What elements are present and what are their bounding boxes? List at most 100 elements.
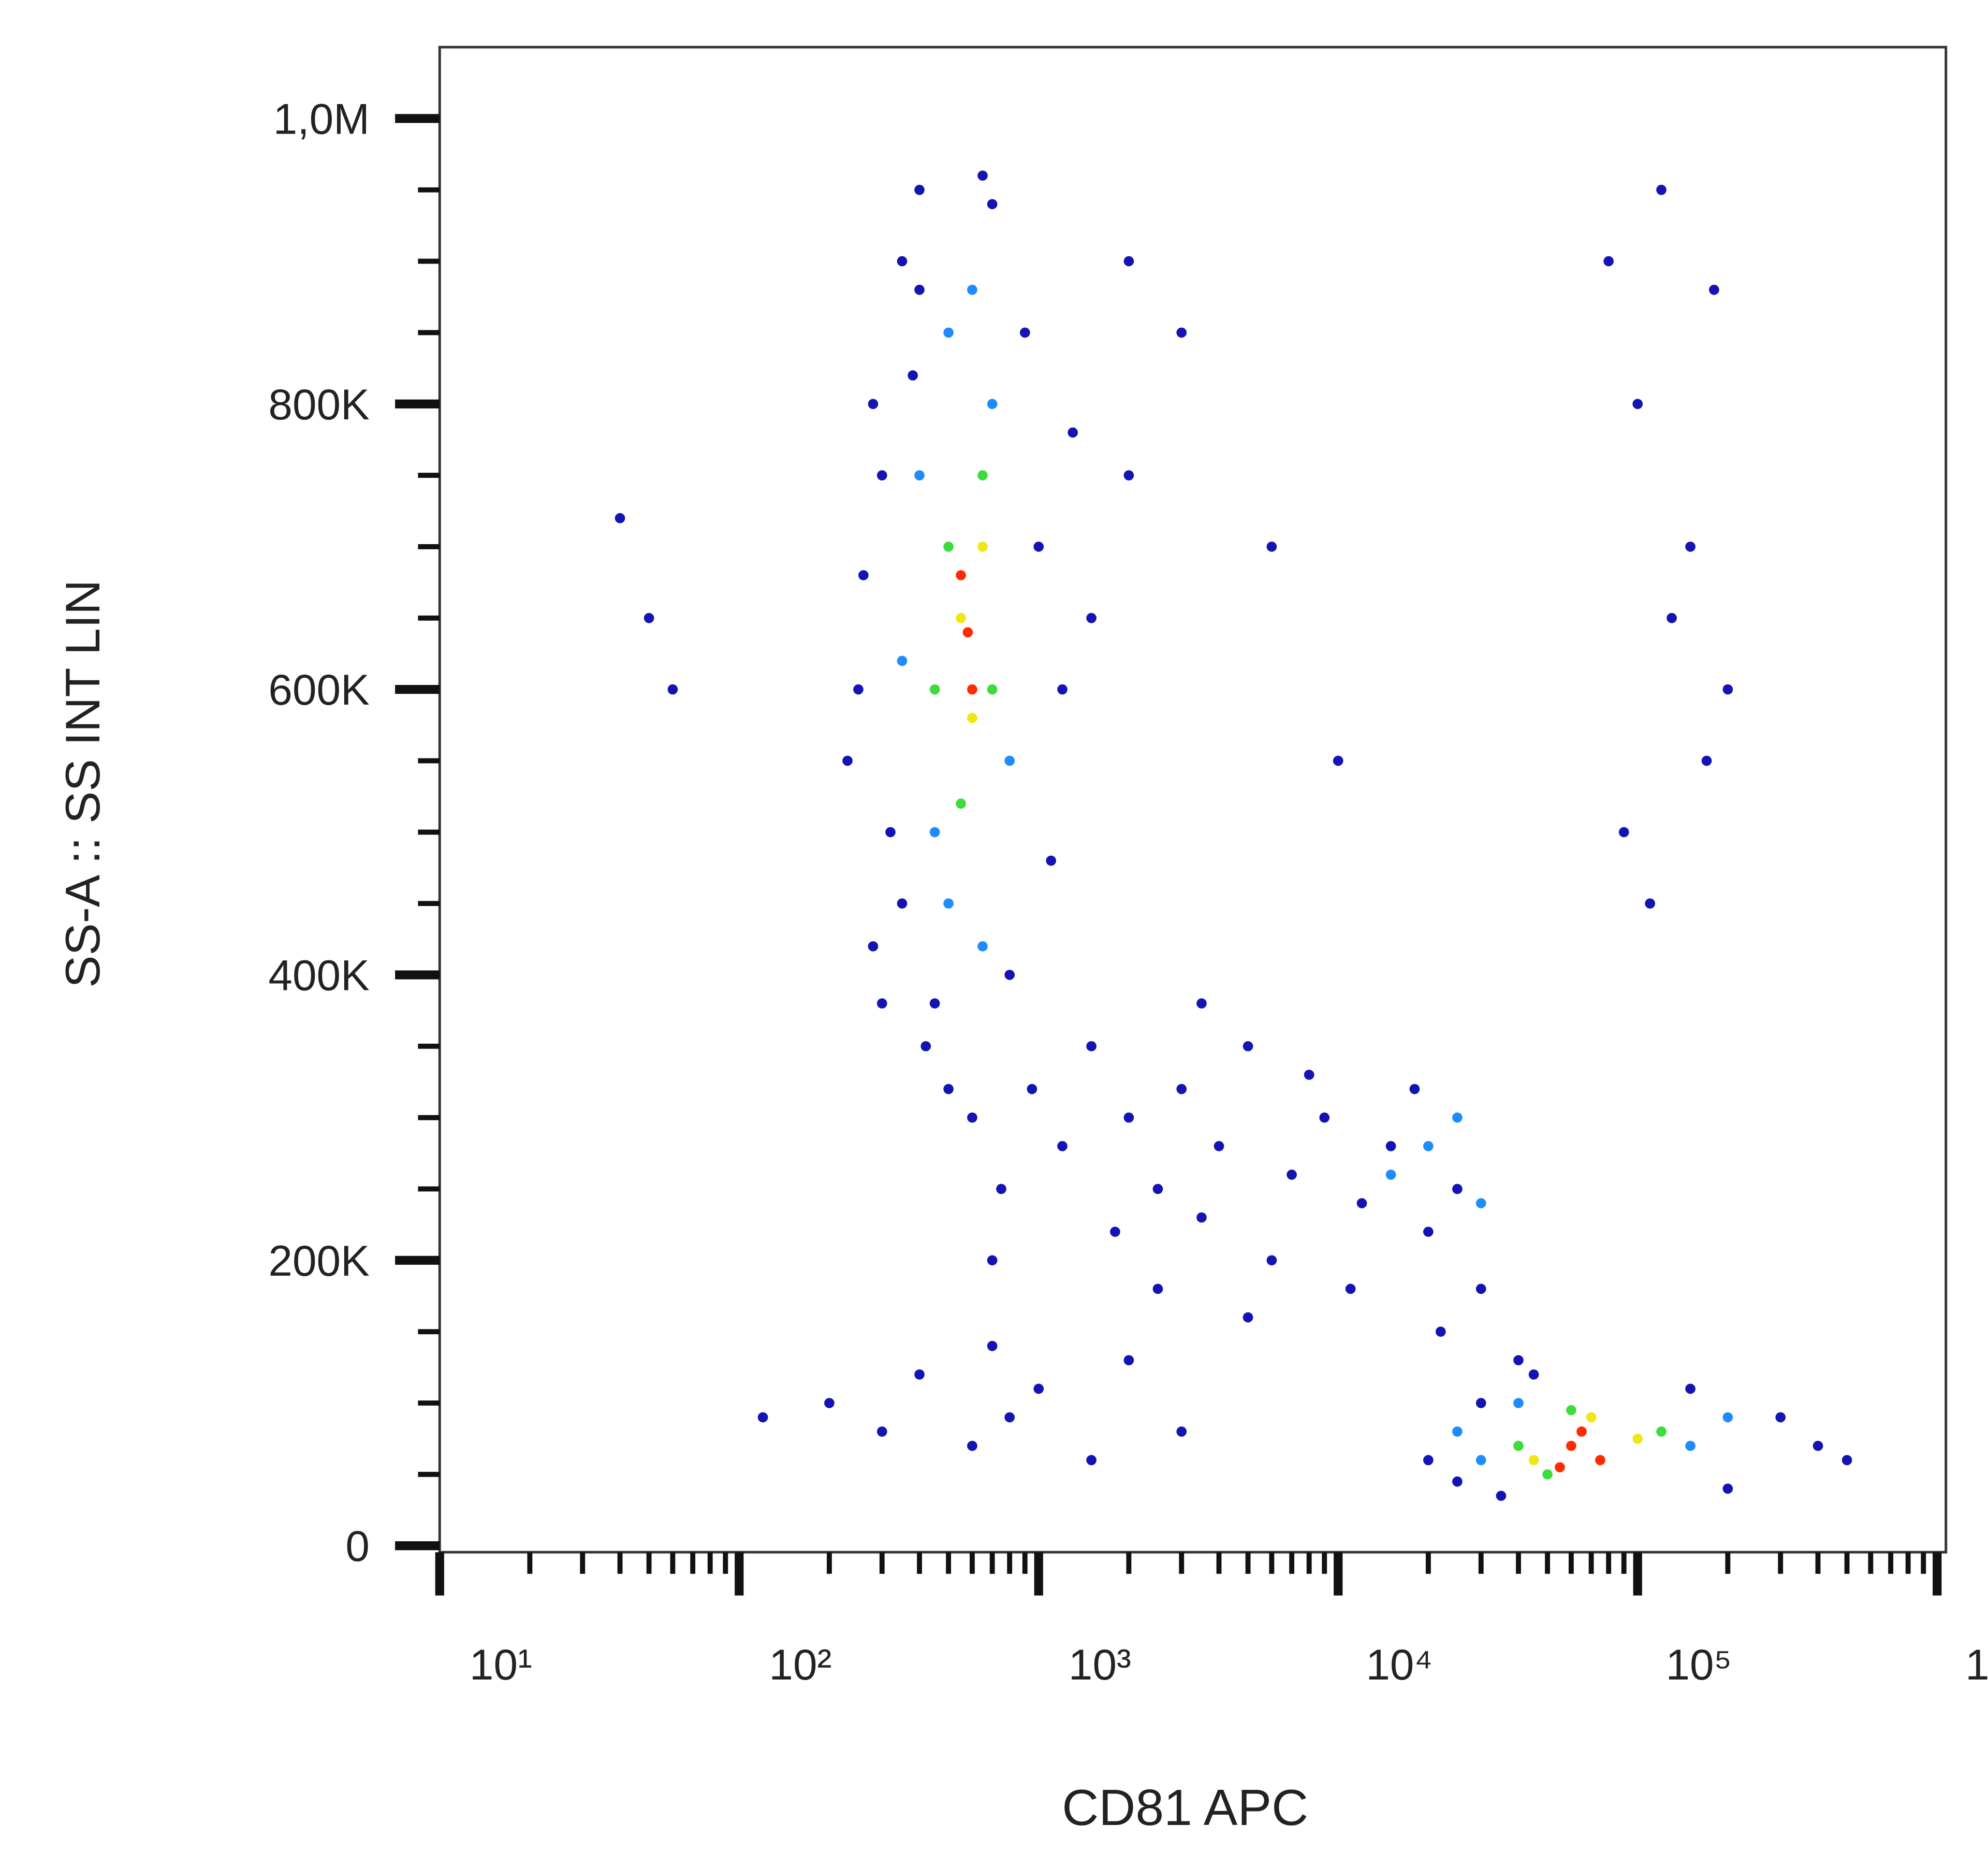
x-tick-label: 10⁶ xyxy=(1965,1640,1988,1689)
data-point xyxy=(977,941,988,952)
data-point xyxy=(876,998,887,1009)
data-point xyxy=(1319,1112,1330,1123)
data-point xyxy=(987,684,998,695)
data-point xyxy=(1385,1170,1396,1180)
data-point xyxy=(1576,1426,1587,1437)
data-point xyxy=(996,1184,1006,1194)
data-point xyxy=(1176,1084,1187,1094)
data-point xyxy=(644,612,654,623)
data-point xyxy=(1242,1041,1253,1052)
data-point xyxy=(967,1112,977,1123)
data-point xyxy=(1496,1491,1507,1501)
data-point xyxy=(1266,542,1277,552)
data-point xyxy=(956,612,966,623)
data-point xyxy=(1701,755,1712,766)
data-point xyxy=(914,1369,925,1380)
data-point xyxy=(1385,1141,1396,1151)
data-point xyxy=(1709,284,1719,295)
data-point xyxy=(1841,1455,1852,1466)
data-point xyxy=(1586,1412,1597,1423)
data-point xyxy=(667,684,678,695)
data-point xyxy=(1452,1112,1463,1123)
data-point xyxy=(858,570,869,580)
data-point xyxy=(1086,1455,1097,1466)
data-point xyxy=(1566,1440,1576,1451)
data-point xyxy=(1333,755,1343,766)
data-point xyxy=(1475,1198,1486,1208)
data-point xyxy=(1685,1440,1695,1451)
data-point xyxy=(1057,1141,1068,1151)
x-tick-label: 10⁵ xyxy=(1665,1640,1732,1689)
data-point xyxy=(1603,256,1614,267)
data-point xyxy=(1475,1398,1486,1408)
data-point xyxy=(1452,1184,1463,1194)
data-point xyxy=(1123,256,1134,267)
data-point xyxy=(967,1440,977,1451)
x-tick-label: 10⁴ xyxy=(1366,1640,1432,1689)
data-point xyxy=(876,470,887,480)
data-point xyxy=(929,998,940,1009)
data-point xyxy=(1812,1440,1823,1451)
data-point xyxy=(1595,1455,1605,1466)
y-tick-label: 200K xyxy=(268,1236,369,1285)
data-point xyxy=(943,898,954,909)
data-point xyxy=(1176,327,1187,338)
data-point xyxy=(1685,1383,1695,1394)
data-point xyxy=(1027,1084,1037,1094)
data-point xyxy=(1475,1283,1486,1294)
data-point xyxy=(1152,1283,1163,1294)
data-point xyxy=(987,399,998,410)
data-point xyxy=(1775,1412,1786,1423)
data-point xyxy=(1086,1041,1097,1052)
data-point xyxy=(908,370,918,381)
x-tick-label: 10³ xyxy=(1069,1640,1131,1689)
data-point xyxy=(1528,1369,1539,1380)
data-point xyxy=(1004,970,1015,980)
data-point xyxy=(1196,1212,1207,1223)
data-point xyxy=(1046,855,1057,866)
data-point xyxy=(1667,612,1677,623)
data-point xyxy=(914,470,925,480)
data-point xyxy=(885,827,896,838)
data-point xyxy=(1513,1440,1524,1451)
data-point xyxy=(1409,1084,1420,1094)
data-point xyxy=(1722,1483,1733,1494)
data-point xyxy=(956,570,966,580)
data-point xyxy=(757,1412,768,1423)
data-point xyxy=(956,798,966,809)
x-axis-title: CD81 APC xyxy=(1062,1779,1308,1836)
data-point xyxy=(1176,1426,1187,1437)
data-point xyxy=(1645,898,1656,909)
data-point xyxy=(1722,1412,1733,1423)
x-tick-label: 10¹ xyxy=(470,1640,532,1689)
data-point xyxy=(1086,612,1097,623)
data-point xyxy=(1452,1426,1463,1437)
data-point xyxy=(1004,1412,1015,1423)
data-point xyxy=(868,399,879,410)
data-point xyxy=(1345,1283,1356,1294)
data-point xyxy=(1632,399,1643,410)
data-point xyxy=(1566,1405,1576,1415)
data-point xyxy=(967,284,977,295)
data-point xyxy=(929,684,940,695)
data-point xyxy=(1513,1355,1524,1366)
data-point xyxy=(842,755,853,766)
data-point xyxy=(1304,1070,1314,1080)
data-point xyxy=(1475,1455,1486,1466)
data-point xyxy=(929,827,940,838)
data-point xyxy=(1287,1170,1297,1180)
data-point xyxy=(914,184,925,195)
data-point xyxy=(1618,827,1629,838)
data-point xyxy=(977,170,988,181)
data-point xyxy=(943,327,954,338)
data-point xyxy=(1722,684,1733,695)
y-axis-title: SS-A :: SS INT LIN xyxy=(55,580,110,988)
data-point xyxy=(1423,1141,1434,1151)
data-point xyxy=(853,684,864,695)
data-point xyxy=(1033,542,1044,552)
data-point xyxy=(1542,1469,1553,1480)
data-point xyxy=(897,898,908,909)
data-point xyxy=(1685,542,1695,552)
data-point xyxy=(977,470,988,480)
